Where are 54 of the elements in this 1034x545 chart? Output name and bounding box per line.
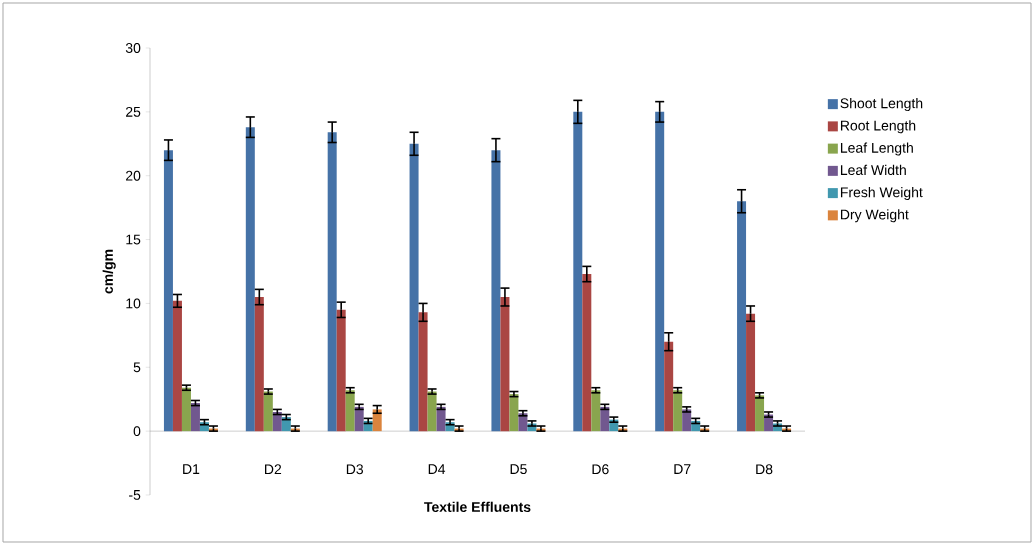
bar [354, 406, 364, 432]
bar [181, 387, 191, 432]
bar [746, 313, 756, 432]
bar [591, 390, 601, 432]
y-tick-label: -5 [129, 490, 141, 500]
y-tick-label: 15 [126, 234, 141, 245]
bar [655, 111, 665, 432]
legend-label: Leaf Length [840, 142, 913, 156]
bar [673, 390, 683, 432]
bar [345, 390, 355, 432]
x-tick-label: D4 [428, 464, 446, 474]
bar [281, 417, 291, 432]
bar [254, 297, 264, 432]
legend-label: Fresh Weight [840, 186, 923, 201]
bar [172, 300, 182, 432]
y-tick-label: 25 [126, 106, 141, 117]
bar [500, 297, 510, 432]
bar [427, 391, 437, 432]
bar [336, 309, 346, 432]
bar [190, 403, 200, 432]
bar [600, 406, 610, 432]
bar [509, 394, 519, 432]
legend-label: Leaf Width [840, 164, 906, 176]
bar [245, 127, 255, 432]
legend-label: Root Length [840, 120, 916, 134]
x-tick-label: D5 [510, 464, 527, 475]
bar [263, 391, 273, 432]
bar [582, 274, 592, 432]
bar [491, 150, 501, 432]
x-tick-label: D3 [346, 464, 364, 475]
bar [436, 406, 446, 432]
legend-label: Dry Weight [840, 209, 909, 223]
x-tick-label: D2 [265, 464, 282, 475]
bar [163, 150, 173, 432]
legend-label: Shoot Length [840, 98, 923, 112]
bar [409, 143, 419, 432]
x-tick-label: D6 [592, 464, 609, 475]
bar [755, 395, 765, 432]
bar [573, 111, 583, 432]
bar [272, 411, 282, 432]
bar [664, 341, 674, 432]
x-tick-label: D1 [183, 464, 200, 474]
y-axis-title: cm/gm [102, 249, 116, 294]
y-tick-label: 10 [126, 298, 141, 309]
x-tick-label: D7 [674, 464, 691, 474]
y-tick-label: 20 [126, 170, 141, 181]
x-tick-label: D8 [756, 464, 773, 475]
x-axis-title: Textile Effluents [424, 501, 531, 512]
y-tick-label: 5 [133, 362, 141, 373]
bar [327, 132, 337, 432]
bar [737, 201, 747, 432]
bar [418, 312, 428, 432]
y-tick-label: 0 [133, 426, 141, 437]
y-tick-label: 30 [125, 43, 141, 53]
